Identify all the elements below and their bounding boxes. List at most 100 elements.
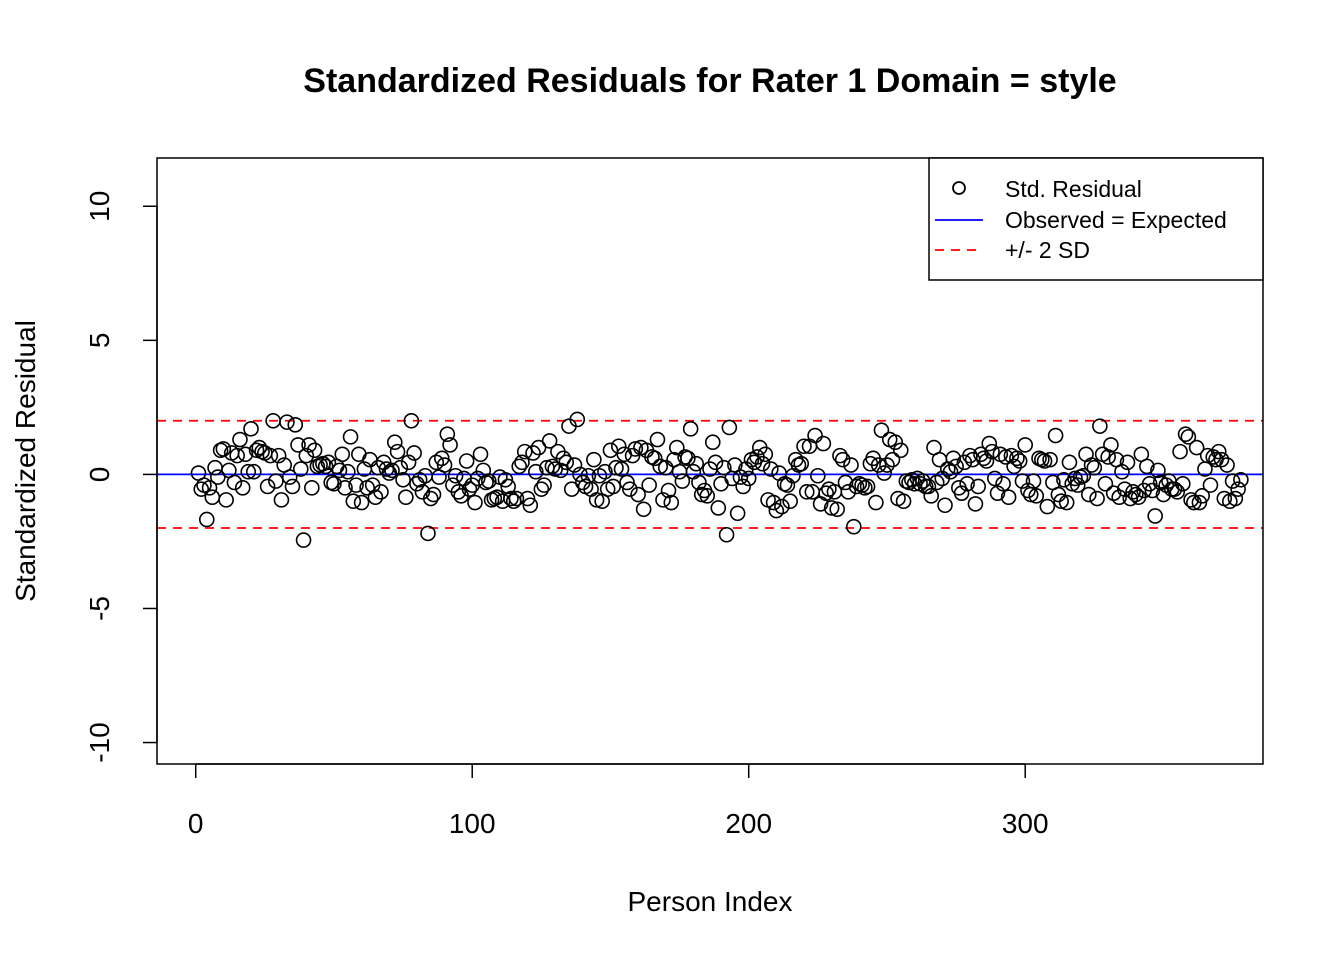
data-point: [685, 463, 702, 480]
legend-point-symbol: [952, 181, 966, 195]
data-point: [895, 493, 912, 510]
data-point: [541, 433, 558, 449]
data-point: [472, 446, 489, 463]
data-point: [663, 494, 680, 511]
data-point: [807, 427, 823, 444]
y-tick-label: -10: [84, 722, 115, 762]
data-point: [292, 461, 309, 477]
data-point: [298, 447, 315, 464]
data-point: [403, 412, 420, 429]
data-point: [389, 443, 406, 460]
data-point: [843, 457, 859, 473]
y-tick-label: -5: [84, 596, 115, 621]
data-point: [710, 500, 727, 516]
data-point: [1042, 451, 1058, 468]
data-point: [240, 463, 257, 480]
data-point: [337, 480, 353, 496]
data-point: [204, 489, 221, 505]
data-point: [207, 459, 223, 476]
data-point: [281, 469, 298, 485]
data-point: [986, 470, 1003, 487]
legend-box: [928, 157, 1264, 281]
data-point: [652, 458, 669, 475]
data-point: [923, 488, 940, 504]
data-point: [608, 459, 624, 476]
data-point: [530, 439, 547, 456]
legend-label-observed-expected: Observed = Expected: [1005, 207, 1227, 233]
data-point: [602, 442, 619, 459]
data-point: [1191, 494, 1208, 511]
data-point: [326, 475, 342, 492]
data-point: [1141, 475, 1158, 492]
data-point: [262, 447, 279, 464]
plot-frame: [156, 157, 1264, 765]
data-point: [367, 489, 384, 505]
data-point: [536, 477, 552, 493]
data-point: [547, 461, 563, 477]
data-point: [1210, 443, 1227, 460]
data-point: [729, 505, 746, 522]
data-point: [422, 490, 439, 507]
data-point: [810, 467, 826, 484]
data-point: [1205, 449, 1222, 465]
data-point: [597, 463, 613, 480]
data-point: [458, 453, 475, 469]
data-point: [845, 518, 862, 535]
data-point: [1139, 458, 1155, 475]
data-point: [970, 478, 987, 495]
data-point: [433, 450, 450, 467]
x-tick-label: 300: [1002, 808, 1049, 839]
data-point: [887, 434, 904, 451]
data-point: [284, 478, 301, 495]
data-point: [1075, 467, 1092, 484]
legend-label-std-residual: Std. Residual: [1005, 176, 1142, 202]
data-point: [210, 469, 226, 485]
data-point: [763, 461, 779, 477]
data-point: [1233, 471, 1249, 488]
data-point: [425, 486, 442, 503]
data-point: [610, 438, 627, 455]
data-point: [818, 485, 834, 501]
data-point: [657, 459, 674, 476]
data-point: [1224, 473, 1241, 489]
data-point: [1053, 493, 1069, 510]
data-point: [1114, 463, 1130, 480]
data-point: [989, 485, 1006, 501]
data-point: [1125, 484, 1141, 500]
data-point: [287, 417, 304, 433]
data-point: [198, 511, 215, 528]
data-point: [716, 459, 732, 476]
data-point: [1025, 473, 1042, 489]
data-point: [1177, 426, 1194, 442]
data-point: [967, 496, 984, 512]
data-point: [870, 457, 887, 473]
data-point: [450, 484, 467, 500]
data-point: [948, 458, 964, 475]
data-point: [528, 463, 544, 480]
data-point: [516, 443, 533, 460]
data-point: [398, 489, 414, 505]
data-point: [279, 414, 295, 430]
data-point: [680, 450, 696, 467]
data-point: [735, 478, 751, 495]
data-point: [392, 459, 409, 476]
data-point: [406, 445, 422, 461]
data-point: [884, 451, 901, 468]
data-point: [635, 501, 652, 518]
data-point: [1219, 457, 1235, 473]
data-point: [1036, 453, 1053, 469]
data-point: [497, 471, 514, 488]
data-point: [931, 451, 948, 468]
data-point: [514, 454, 530, 471]
data-point: [671, 463, 688, 480]
data-point: [508, 490, 525, 507]
data-point: [1050, 486, 1067, 503]
data-point: [384, 462, 400, 479]
data-point: [613, 461, 630, 477]
data-point: [627, 441, 644, 457]
data-point: [218, 492, 234, 508]
data-point: [1078, 446, 1094, 463]
data-point: [229, 447, 245, 464]
data-point: [1089, 490, 1105, 507]
